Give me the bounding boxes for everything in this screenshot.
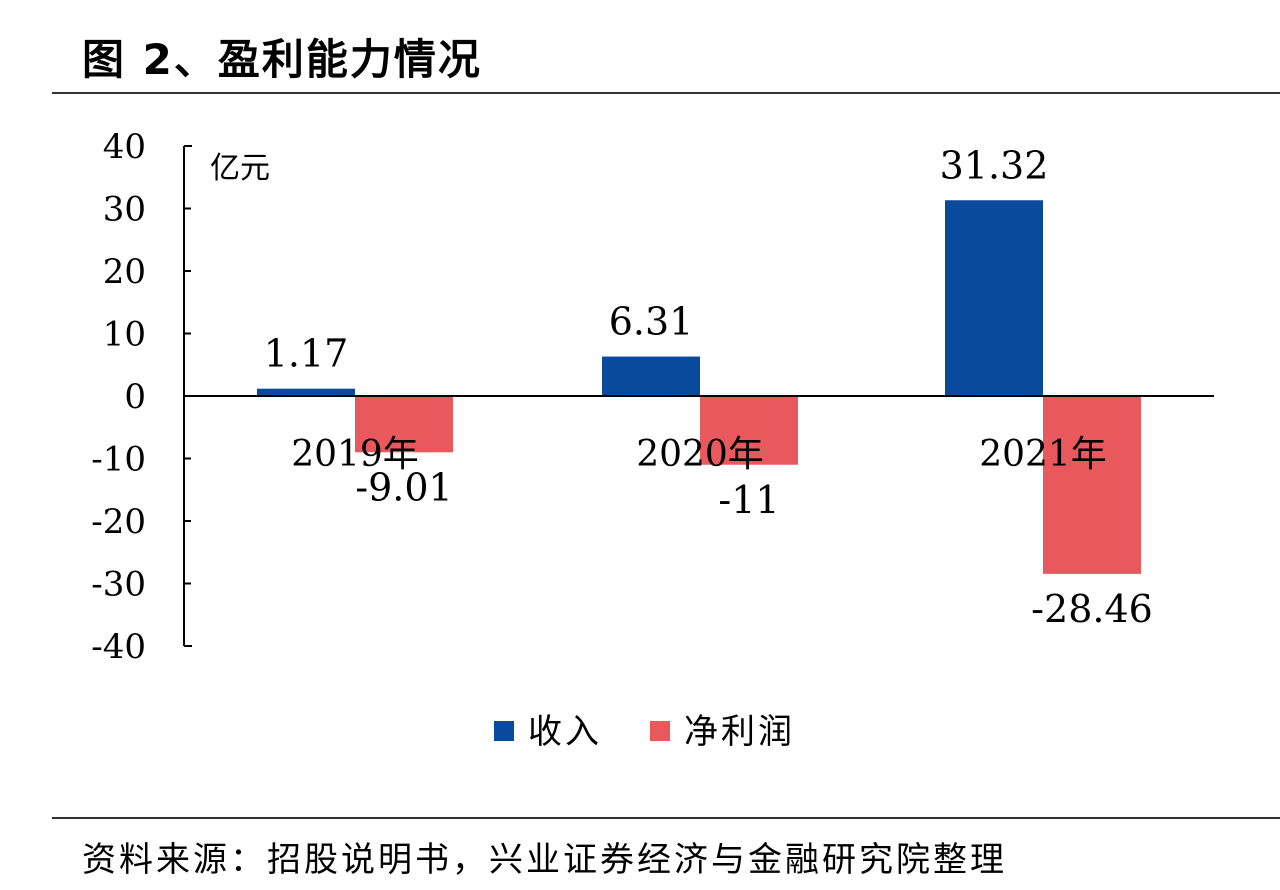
y-tick-label: 40 bbox=[103, 127, 146, 167]
bar-net-profit bbox=[700, 396, 798, 465]
bar-revenue bbox=[257, 388, 355, 396]
bar-net-profit bbox=[355, 396, 453, 453]
y-tick-label: -40 bbox=[91, 627, 146, 667]
bar-net-profit bbox=[1043, 396, 1141, 574]
top-rule bbox=[52, 92, 1280, 94]
data-label: 31.32 bbox=[940, 143, 1049, 187]
data-label: 6.31 bbox=[609, 300, 694, 344]
data-label: 1.17 bbox=[264, 332, 349, 376]
bar-revenue bbox=[945, 200, 1043, 396]
data-label: -9.01 bbox=[355, 465, 452, 509]
legend-swatch-net-profit bbox=[650, 721, 670, 741]
y-tick-label: -10 bbox=[91, 440, 146, 480]
y-tick-label: 20 bbox=[103, 252, 146, 292]
figure-title: 图 2、盈利能力情况 bbox=[82, 35, 482, 84]
legend-label: 收入 bbox=[528, 712, 602, 752]
category-label: 2020年 bbox=[636, 434, 764, 475]
category-label: 2019年 bbox=[291, 434, 419, 475]
y-tick-label: -30 bbox=[91, 565, 146, 605]
y-tick-label: 30 bbox=[103, 190, 146, 230]
data-label: -28.46 bbox=[1031, 587, 1153, 631]
source-note: 资料来源：招股说明书，兴业证券经济与金融研究院整理 bbox=[82, 840, 1007, 880]
data-label: -11 bbox=[718, 478, 779, 522]
legend-swatch-revenue bbox=[494, 721, 514, 741]
bottom-rule bbox=[52, 817, 1280, 819]
bar-revenue bbox=[602, 356, 700, 396]
profitability-bar-chart: 40 30 20 10 0 -10 -20 -30 -40 亿元 1.17 6.31 31.32 -9.0… bbox=[91, 127, 1214, 752]
y-tick-label: 10 bbox=[103, 315, 146, 355]
y-tick-label: -20 bbox=[91, 502, 146, 542]
y-tick-label: 0 bbox=[124, 377, 146, 417]
category-label: 2021年 bbox=[979, 434, 1107, 475]
legend-label: 净利润 bbox=[684, 712, 795, 752]
y-unit-label: 亿元 bbox=[210, 151, 270, 186]
